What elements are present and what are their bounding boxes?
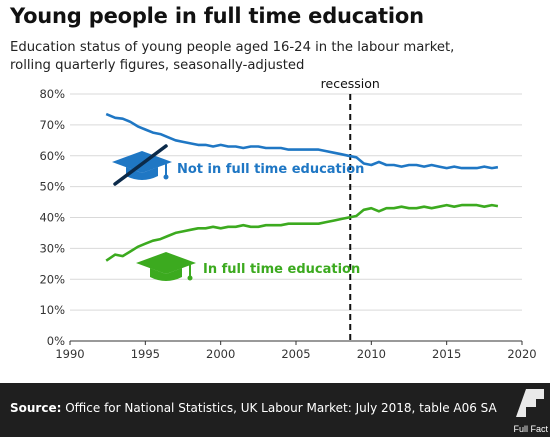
y-axis-ticks: 0% 10% 20% 30% 40% 50% 60% 70% 80% xyxy=(39,87,65,348)
y-tick-label: 60% xyxy=(39,149,65,163)
x-tick-label: 2020 xyxy=(507,347,536,361)
y-tick-label: 80% xyxy=(39,87,65,101)
x-axis-ticks: 1990 1995 2000 2005 2010 2015 2020 xyxy=(55,341,537,361)
graduation-cap-icon xyxy=(136,252,196,281)
x-tick-label: 2000 xyxy=(206,347,235,361)
x-tick-label: 1995 xyxy=(131,347,160,361)
series-line-0 xyxy=(105,112,499,170)
footer: Source: Office for National Statistics, … xyxy=(0,383,550,437)
graduation-cap-crossed-icon xyxy=(112,144,172,186)
source-label: Source: xyxy=(10,401,62,415)
x-tick-label: 1990 xyxy=(55,347,84,361)
y-tick-label: 0% xyxy=(47,334,65,348)
y-tick-label: 50% xyxy=(39,180,65,194)
chart-subtitle-line1: Education status of young people aged 16… xyxy=(10,40,455,55)
x-tick-label: 2005 xyxy=(281,347,310,361)
y-tick-label: 20% xyxy=(39,272,65,286)
x-tick-label: 2015 xyxy=(432,347,461,361)
x-tick-label: 2010 xyxy=(357,347,386,361)
source-text: Office for National Statistics, UK Labou… xyxy=(65,401,497,415)
full-fact-logo-text: Full Fact xyxy=(513,424,548,434)
y-tick-label: 10% xyxy=(39,303,65,317)
y-tick-label: 40% xyxy=(39,211,65,225)
grid-lines xyxy=(70,93,522,311)
series-label-in-fte: In full time education xyxy=(203,262,360,277)
y-tick-label: 30% xyxy=(39,241,65,255)
recession-label: recession xyxy=(321,76,380,91)
chart-title: Young people in full time education xyxy=(10,4,424,28)
series-line-1 xyxy=(105,203,499,262)
series-label-not-in-fte: Not in full time education xyxy=(177,162,364,177)
chart-subtitle-line2: rolling quarterly figures, seasonally-ad… xyxy=(10,58,305,73)
line-chart: 0% 10% 20% 30% 40% 50% 60% 70% 80% 1990 1995 2000 2… xyxy=(39,76,537,361)
full-fact-logo-icon xyxy=(516,389,544,417)
source-note: Source: Office for National Statistics, … xyxy=(10,401,497,415)
series-lines xyxy=(105,112,499,262)
y-tick-label: 70% xyxy=(39,118,65,132)
